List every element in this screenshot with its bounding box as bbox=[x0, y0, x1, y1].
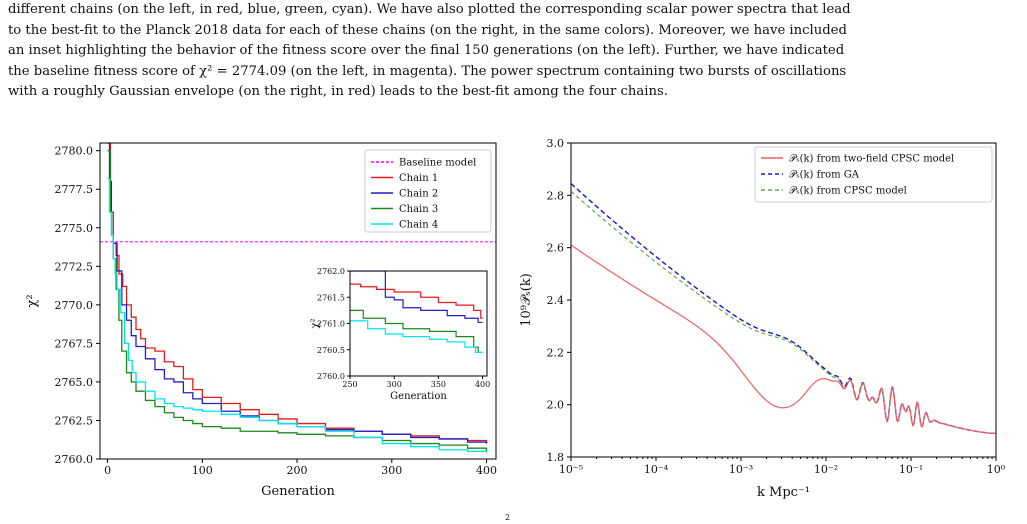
inset-series-line-chain-1 bbox=[350, 283, 483, 319]
y-tick-label: 2770.0 bbox=[55, 299, 94, 312]
legend-label: 𝒫ₛ(k) from two-field CPSC model bbox=[789, 154, 954, 165]
y-tick-label: 2.2 bbox=[547, 346, 565, 359]
y-tick-label: 2.6 bbox=[547, 242, 565, 255]
inset-x-tick-label: 350 bbox=[431, 380, 446, 389]
series-line-ga bbox=[571, 183, 996, 435]
x-tick-label: 100 bbox=[192, 464, 213, 477]
legend-label: Chain 3 bbox=[399, 204, 438, 215]
y-tick-label: 1.8 bbox=[547, 451, 565, 464]
y-tick-label: 2780.0 bbox=[55, 145, 94, 158]
legend-box bbox=[754, 146, 993, 203]
y-tick-label: 2.4 bbox=[547, 294, 565, 307]
x-tick-label: 0 bbox=[104, 464, 111, 477]
caption-line: with a roughly Gaussian envelope (on the… bbox=[8, 84, 668, 99]
y-tick-label: 2765.0 bbox=[55, 376, 94, 389]
chi-square-chart: 0 100 200 300 400 2760.0 2762.5 2765.0 2767.5 277… bbox=[25, 142, 497, 499]
series-line-chain-4 bbox=[107, 177, 488, 453]
power-spectrum-chart: 10⁻⁵ 10⁻⁴ 10⁻³ 10⁻² 10⁻¹ 10⁰ 1.8 2.0 2.2 2.4 2.6 2.… bbox=[519, 137, 1006, 500]
y-tick-label: 2.0 bbox=[547, 399, 565, 412]
caption-line: to the best-fit to the Planck 2018 data … bbox=[8, 22, 847, 38]
inset-x-axis-label: Generation bbox=[390, 391, 447, 402]
series-line-two-field-cpsc bbox=[571, 244, 996, 435]
y-tick-label: 2760.0 bbox=[55, 453, 94, 466]
y-axis-label: χ² bbox=[25, 294, 40, 307]
x-axis-label: Generation bbox=[261, 484, 335, 499]
inset-plot-area bbox=[350, 271, 483, 353]
inset-y-tick-label: 2760.0 bbox=[317, 372, 345, 381]
inset-series-line-chain-4 bbox=[350, 320, 483, 353]
x-tick-label: 10⁻³ bbox=[729, 463, 753, 476]
y-tick-label: 2767.5 bbox=[55, 337, 94, 350]
plot-area bbox=[100, 143, 496, 453]
plot-frame bbox=[99, 142, 497, 460]
figure-caption: different chains (on the left, in red, b… bbox=[8, 0, 1020, 103]
x-tick-label: 10⁻¹ bbox=[899, 463, 923, 476]
legend-label: Baseline model bbox=[399, 158, 476, 169]
caption-line: an inset highlighting the behavior of th… bbox=[8, 43, 845, 58]
y-tick-label: 3.0 bbox=[547, 137, 565, 150]
inset-series-line-chain-2 bbox=[350, 271, 483, 324]
inset-y-tick-label: 2761.5 bbox=[317, 293, 345, 302]
legend-label: 𝒫ₛ(k) from GA bbox=[789, 170, 860, 181]
x-tick-label: 400 bbox=[476, 464, 497, 477]
inset-background bbox=[350, 271, 487, 376]
inset-x-tick-label: 400 bbox=[475, 380, 490, 389]
legend-label: Chain 1 bbox=[399, 173, 438, 184]
inset-y-tick-label: 2762.0 bbox=[317, 267, 345, 276]
series-line-chain-2 bbox=[107, 143, 488, 444]
inset-chart: 250 300 350 400 2760.0 2760.5 2761.0 2761.5 2762… bbox=[310, 267, 490, 402]
x-axis-label: k Mpc⁻¹ bbox=[757, 485, 810, 500]
x-tick-label: 10⁻⁵ bbox=[559, 463, 583, 476]
y-tick-label: 2.8 bbox=[547, 189, 565, 202]
inset-y-tick-label: 2760.5 bbox=[317, 346, 345, 355]
x-tick-label: 10⁰ bbox=[987, 463, 1006, 476]
inset-x-tick-label: 250 bbox=[342, 380, 357, 389]
y-tick-label: 2772.5 bbox=[55, 260, 94, 273]
x-tick-label: 200 bbox=[287, 464, 308, 477]
x-tick-label: 300 bbox=[381, 464, 402, 477]
inset-y-axis-label: χ² bbox=[310, 318, 321, 328]
legend-label: Chain 2 bbox=[399, 189, 438, 200]
caption-line: the baseline fitness score of χ² = 2774.… bbox=[8, 63, 847, 79]
x-tick-label: 10⁻² bbox=[814, 463, 838, 476]
caption-line: different chains (on the left, in red, b… bbox=[8, 2, 851, 17]
y-tick-label: 2762.5 bbox=[55, 414, 94, 427]
x-tick-label: 10⁻⁴ bbox=[644, 463, 669, 476]
footer-fragment: 2 bbox=[505, 513, 510, 522]
plot-area bbox=[571, 183, 996, 435]
legend-box bbox=[364, 149, 492, 233]
legend-label: Chain 4 bbox=[399, 220, 438, 231]
y-axis-label: 10⁹𝒫ₛ(k) bbox=[519, 273, 534, 327]
y-tick-label: 2775.0 bbox=[55, 222, 94, 235]
series-line-cpsc bbox=[571, 190, 996, 435]
inset-x-tick-label: 300 bbox=[387, 380, 402, 389]
y-tick-label: 2777.5 bbox=[55, 183, 94, 196]
inset-y-tick-label: 2761.0 bbox=[317, 320, 345, 329]
legend-label: 𝒫ₛ(k) from CPSC model bbox=[789, 186, 907, 197]
